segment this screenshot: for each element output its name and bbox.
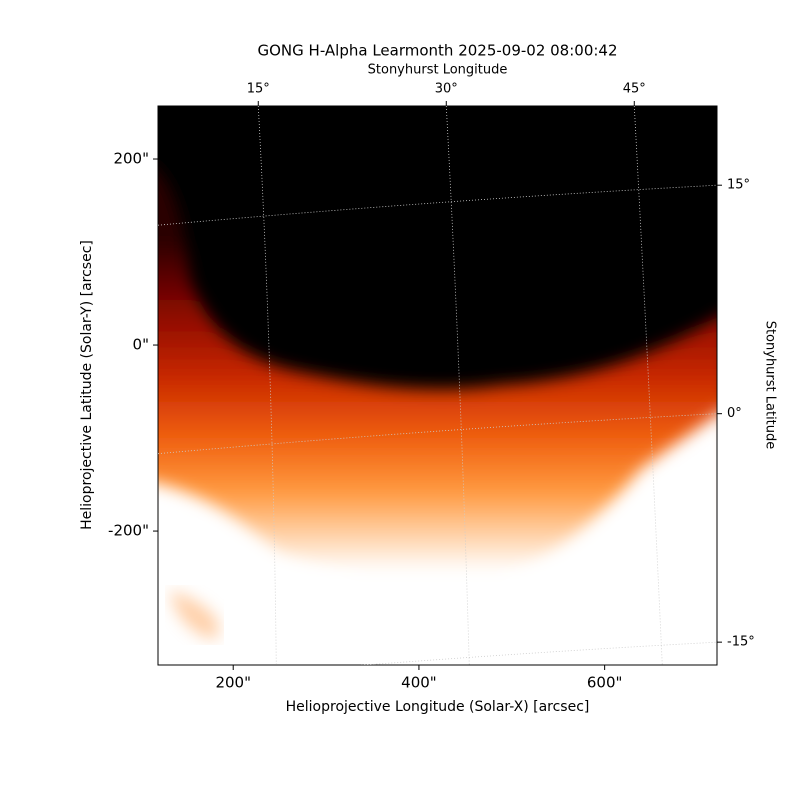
x-tick-label: 600" xyxy=(587,674,623,692)
y2-tick-label: 15° xyxy=(727,178,750,193)
x2-tick-label: 15° xyxy=(247,82,270,97)
x-tick-label: 400" xyxy=(401,674,437,692)
x2-axis-label: Stonyhurst Longitude xyxy=(368,63,508,78)
x-axis-label: Helioprojective Longitude (Solar-X) [arc… xyxy=(286,699,590,715)
y-tick-label: 0" xyxy=(133,336,149,354)
grid-line xyxy=(257,106,277,665)
y-tick-label: 200" xyxy=(113,150,149,168)
plot-frame xyxy=(157,105,718,666)
y-tick-label: -200" xyxy=(108,522,149,540)
y2-axis-label: Stonyhurst Latitude xyxy=(763,321,778,450)
y2-tick-label: -15° xyxy=(727,635,755,650)
grid-line xyxy=(633,106,663,665)
grid-line xyxy=(445,106,470,665)
solar-image xyxy=(158,106,717,665)
y2-tick-label: 0° xyxy=(727,406,742,421)
x2-tick-label: 45° xyxy=(623,82,646,97)
y-axis-label: Helioprojective Latitude (Solar-Y) [arcs… xyxy=(79,240,95,530)
chart-title: GONG H-Alpha Learmonth 2025-09-02 08:00:… xyxy=(258,42,618,60)
x2-tick-label: 30° xyxy=(435,82,458,97)
x-tick-label: 200" xyxy=(215,674,251,692)
